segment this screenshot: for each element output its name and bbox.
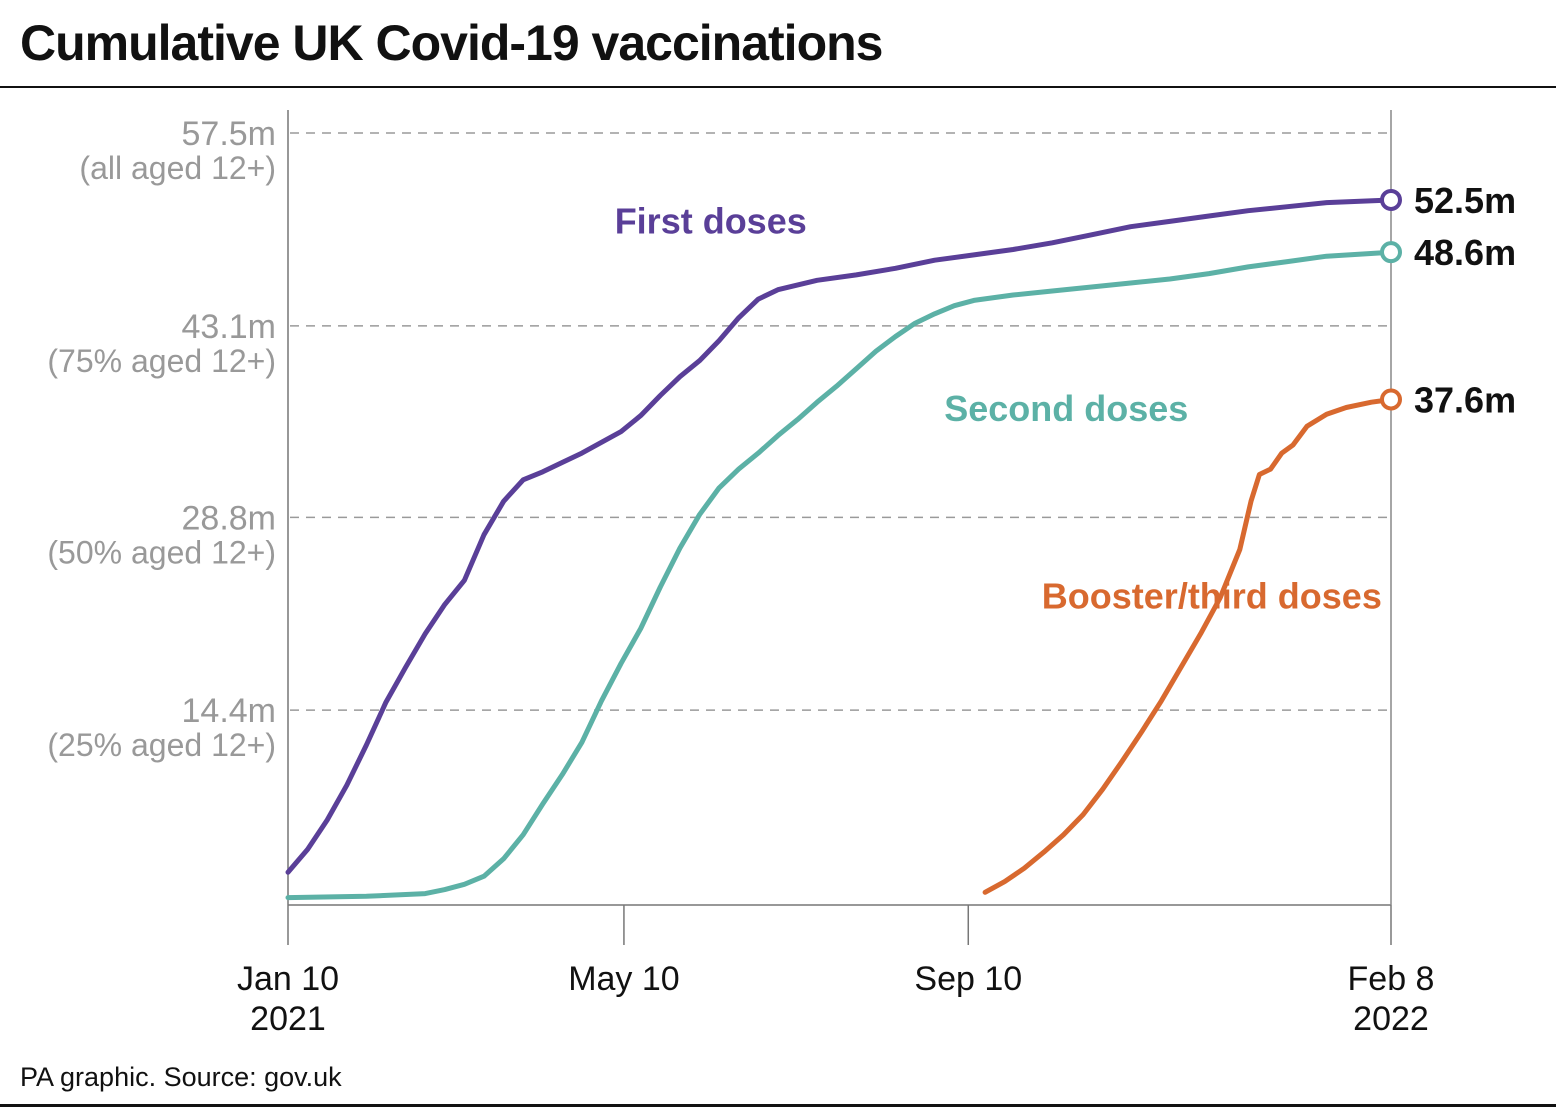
source-note: PA graphic. Source: gov.uk — [20, 1062, 342, 1092]
y-tick-label: 28.8m — [182, 499, 277, 537]
series-lines — [285, 188, 1402, 901]
x-tick-sublabel: 2021 — [250, 1000, 326, 1038]
series-end-marker — [1380, 188, 1402, 211]
series-name-label: Second doses — [944, 388, 1188, 429]
labels: 52.5m First doses 48.6m Second doses 37.6m Bo… — [615, 180, 1516, 616]
y-tick-label: 43.1m — [182, 308, 277, 346]
series-name-label: First doses — [615, 200, 807, 241]
series-end-label: 48.6m — [1414, 232, 1516, 273]
x-tick-label: Jan 10 — [237, 960, 339, 998]
y-tick-label: 57.5m — [182, 115, 277, 153]
series-end-marker — [1380, 241, 1402, 264]
y-tick-sublabel: (50% aged 12+) — [47, 534, 276, 570]
x-tick-label: Sep 10 — [914, 960, 1022, 998]
title-rule — [0, 86, 1556, 88]
y-tick-sublabel: (all aged 12+) — [79, 150, 276, 186]
series-line-0 — [285, 197, 1394, 875]
series-end-label: 37.6m — [1414, 379, 1516, 420]
y-tick-sublabel: (75% aged 12+) — [47, 343, 276, 379]
x-tick-label: May 10 — [568, 960, 680, 998]
chart-title: Cumulative UK Covid-19 vaccinations — [20, 15, 883, 71]
axes: 57.5m(all aged 12+) 43.1m(75% aged 12+) 28… — [47, 110, 1434, 1038]
series-line-1 — [285, 249, 1394, 901]
gridlines — [290, 132, 1391, 711]
series-end-marker — [1380, 388, 1402, 411]
series-line-2 — [982, 397, 1394, 895]
bottom-rule — [0, 1104, 1556, 1107]
x-tick-sublabel: 2022 — [1353, 1000, 1429, 1038]
y-tick-label: 14.4m — [182, 692, 277, 730]
series-name-label: Booster/third doses — [1042, 575, 1382, 616]
y-tick-sublabel: (25% aged 12+) — [47, 727, 276, 763]
x-tick-label: Feb 8 — [1348, 960, 1435, 998]
series-end-label: 52.5m — [1414, 180, 1516, 221]
